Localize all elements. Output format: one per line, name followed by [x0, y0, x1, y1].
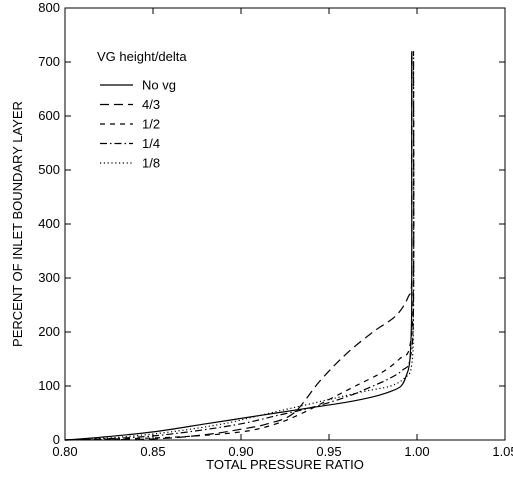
legend: VG height/delta No vg 4/3 1/2 1/4 1/8	[97, 49, 187, 171]
x-axis-title: TOTAL PRESSURE RATIO	[206, 457, 364, 472]
x-axis-ticks: 0.80 0.85 0.90 0.95 1.00 1.05	[52, 8, 513, 459]
y-tick-label: 0	[53, 432, 60, 447]
series-group	[64, 51, 415, 441]
series-line-4	[64, 51, 415, 441]
y-tick-label: 600	[38, 108, 60, 123]
y-tick-label: 800	[38, 0, 60, 15]
y-axis-ticks: 0 100 200 300 400 500 600 700 800	[38, 0, 505, 447]
legend-label: 1/8	[142, 156, 160, 171]
legend-label: No vg	[142, 78, 176, 93]
y-tick-label: 400	[38, 216, 60, 231]
legend-items: No vg 4/3 1/2 1/4 1/8	[100, 78, 176, 171]
legend-title: VG height/delta	[97, 49, 187, 64]
y-tick-label: 700	[38, 54, 60, 69]
x-tick-label: 0.80	[52, 444, 77, 459]
legend-label: 4/3	[142, 97, 160, 112]
x-tick-label: 0.85	[140, 444, 165, 459]
y-axis-title: PERCENT OF INLET BOUNDARY LAYER	[10, 101, 25, 347]
x-tick-label: 1.05	[492, 444, 513, 459]
legend-label: 1/4	[142, 136, 160, 151]
series-line-1	[64, 51, 413, 441]
y-tick-label: 100	[38, 378, 60, 393]
legend-label: 1/2	[142, 117, 160, 132]
plot-frame	[64, 7, 506, 441]
y-tick-label: 500	[38, 162, 60, 177]
series-line-5	[64, 51, 415, 441]
x-tick-label: 0.95	[316, 444, 341, 459]
x-tick-label: 0.90	[228, 444, 253, 459]
x-tick-label: 1.00	[404, 444, 429, 459]
series-line-2	[64, 51, 413, 441]
y-tick-label: 300	[38, 270, 60, 285]
series-line-3	[64, 51, 415, 441]
y-tick-label: 200	[38, 324, 60, 339]
